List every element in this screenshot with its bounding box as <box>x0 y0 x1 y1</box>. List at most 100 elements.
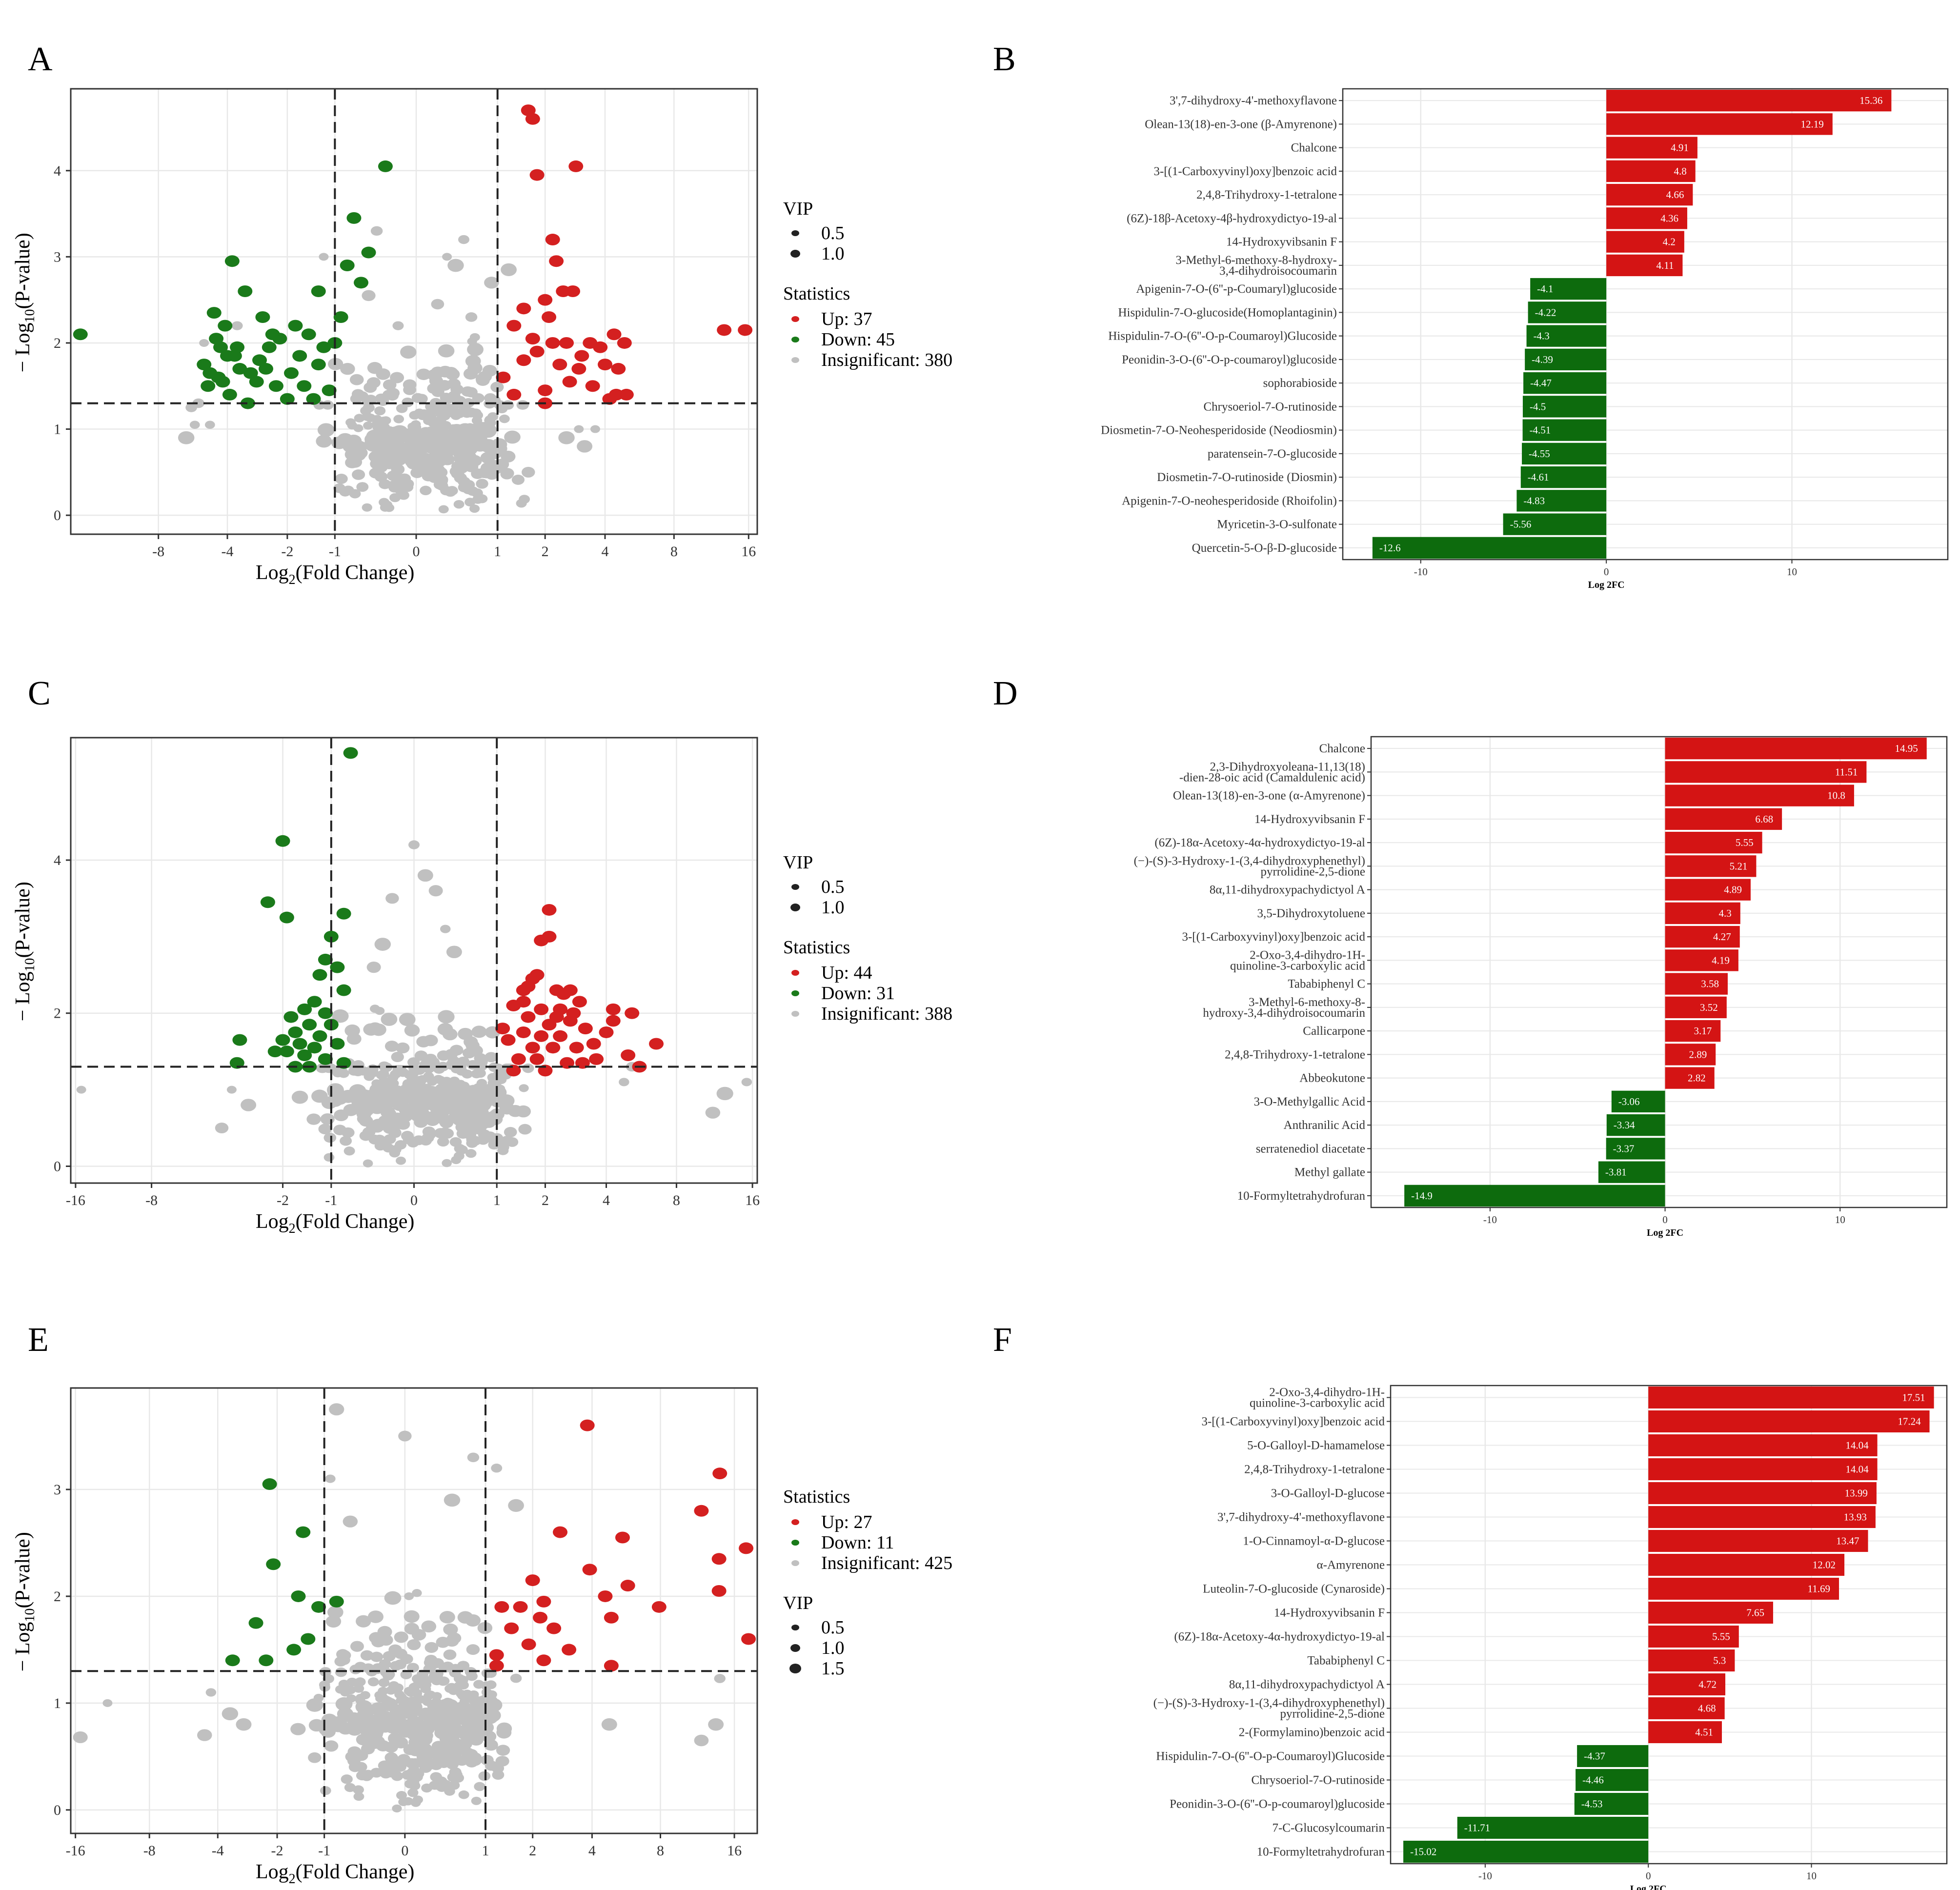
category-label: (−)-(S)-3-Hydroxy-1-(3,4-dihydroxyphenet… <box>1134 854 1365 878</box>
category-label-line: pyrrolidine-2,5-dione <box>1280 1708 1385 1721</box>
legend-vip-label: 1.0 <box>821 1638 845 1658</box>
insignificant-point <box>460 1711 477 1725</box>
insignificant-point <box>434 1675 446 1685</box>
x-tick-label: 0 <box>1604 566 1609 578</box>
x-tick-label: -2 <box>281 543 293 560</box>
category-label-line: 2-Oxo-3,4-dihydro-1H- <box>1269 1386 1385 1399</box>
category-label: Olean-13(18)-en-3-one (α-Amyrenone) <box>1173 789 1365 803</box>
up-point <box>538 384 553 397</box>
insignificant-point <box>471 1025 487 1038</box>
insignificant-point <box>389 493 401 503</box>
insignificant-point <box>403 1702 420 1716</box>
insignificant-point <box>499 1102 515 1115</box>
plot-frame <box>70 88 758 535</box>
x-tick-label: 1 <box>493 1192 501 1208</box>
insignificant-point <box>379 1634 393 1646</box>
category-label-line: Chrysoeriol-7-O-rutinoside <box>1203 400 1337 413</box>
y-tick-label: 2 <box>54 1588 61 1605</box>
insignificant-point <box>444 367 459 379</box>
category-label: 3-[(1-Carboxyvinyl)oxy]benzoic acid <box>1182 930 1365 944</box>
up-point <box>552 359 567 371</box>
insignificant-point <box>486 460 501 471</box>
insignificant-point <box>412 1589 422 1597</box>
insignificant-point <box>363 1159 373 1167</box>
category-label: (−)-(S)-3-Hydroxy-1-(3,4-dihydroxyphenet… <box>1153 1697 1385 1721</box>
insignificant-point <box>391 1771 404 1781</box>
insignificant-point <box>383 1651 396 1662</box>
up-point <box>621 1049 636 1062</box>
legend-vip-key <box>791 884 799 890</box>
bar <box>1648 1434 1878 1457</box>
bar-value-label: 4.51 <box>1695 1727 1713 1738</box>
insignificant-point <box>322 400 334 410</box>
insignificant-point <box>446 945 462 959</box>
category-label-line: 2-Oxo-3,4-dihydro-1H- <box>1250 948 1365 962</box>
insignificant-point <box>577 440 593 453</box>
category-label: 10-Formyltetrahydrofuran <box>1237 1189 1366 1203</box>
y-axis-title-sub: 10 <box>22 309 38 322</box>
insignificant-point <box>434 1106 450 1118</box>
insignificant-point <box>197 1729 212 1741</box>
x-tick-label: -10 <box>1414 566 1428 578</box>
insignificant-point <box>370 226 383 236</box>
insignificant-point <box>236 1718 252 1731</box>
insignificant-point <box>397 1693 407 1702</box>
insignificant-point <box>504 1126 517 1138</box>
insignificant-point <box>367 1677 379 1687</box>
x-tick-label: 1 <box>494 543 501 560</box>
bar-value-label: 13.47 <box>1836 1535 1859 1547</box>
plot-background <box>1391 1386 1947 1864</box>
bar-value-label: 5.55 <box>1736 837 1754 848</box>
insignificant-point <box>414 456 429 468</box>
insignificant-point <box>335 473 348 484</box>
insignificant-point <box>438 380 451 391</box>
category-label-line: 3',7-dihydroxy-4'-methoxyflavone <box>1217 1511 1385 1524</box>
insignificant-point <box>436 481 448 491</box>
up-point <box>516 302 531 315</box>
insignificant-point <box>474 1068 486 1078</box>
down-point <box>322 384 337 397</box>
insignificant-point <box>347 1746 362 1757</box>
insignificant-point <box>484 1131 496 1142</box>
insignificant-point <box>368 1134 381 1145</box>
down-point <box>330 1038 345 1050</box>
x-axis-title-part: Log <box>256 562 289 584</box>
insignificant-point <box>440 392 453 403</box>
bar-value-label: -4.22 <box>1535 306 1556 318</box>
plot-frame <box>1390 1385 1948 1865</box>
bar <box>1526 325 1607 347</box>
bar-value-label: 13.93 <box>1844 1511 1867 1523</box>
insignificant-point <box>438 1127 452 1138</box>
x-tick-label: 8 <box>673 1192 680 1208</box>
legend-stat-title: Statistics <box>783 283 850 304</box>
bar <box>1665 761 1867 783</box>
insignificant-point <box>370 1651 384 1662</box>
legend-stat-label: Down: 31 <box>821 983 895 1004</box>
category-label-line: Methyl gallate <box>1294 1166 1365 1179</box>
up-point <box>494 1601 509 1613</box>
up-point <box>513 1601 528 1613</box>
category-label-line: 2,3-Dihydroxyoleana-11,13(18) <box>1210 760 1365 773</box>
up-point <box>598 359 613 371</box>
x-tick-label: -4 <box>212 1843 224 1859</box>
insignificant-point <box>387 1073 399 1082</box>
bar <box>1665 1044 1716 1066</box>
insignificant-point <box>442 1159 452 1167</box>
insignificant-point <box>444 1787 455 1796</box>
insignificant-point <box>435 1776 447 1786</box>
insignificant-point <box>329 1403 344 1416</box>
up-point <box>553 1526 568 1538</box>
up-point <box>574 350 589 362</box>
category-label-line: Chalcone <box>1319 742 1365 755</box>
insignificant-point <box>396 1042 410 1054</box>
bar-value-label: 4.27 <box>1713 931 1731 943</box>
insignificant-point <box>354 414 365 422</box>
down-point <box>243 367 258 379</box>
insignificant-point <box>464 461 479 473</box>
x-tick-label: -10 <box>1478 1870 1492 1882</box>
bar-value-label: 4.72 <box>1698 1679 1717 1690</box>
category-label-line: 8α,11-dihydroxypachydictyol A <box>1229 1678 1385 1691</box>
down-point <box>238 285 253 297</box>
bar <box>1648 1625 1739 1648</box>
